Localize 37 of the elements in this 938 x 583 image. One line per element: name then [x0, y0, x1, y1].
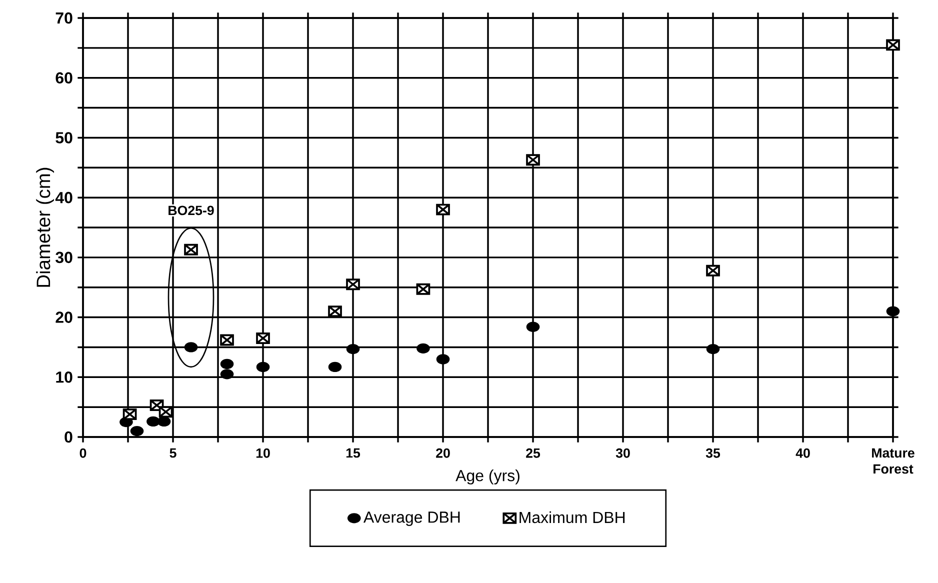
point [157, 416, 171, 427]
point [886, 306, 900, 316]
x-axis-title: Age (yrs) [456, 470, 520, 484]
point [416, 343, 430, 354]
point [146, 416, 160, 427]
x-tick-label: 5 [170, 448, 176, 458]
point [346, 344, 360, 354]
y-tick-label: 50 [56, 132, 72, 144]
x-tick-label: 10 [256, 448, 270, 458]
x-tick-label: 40 [796, 448, 810, 458]
x-tick-label: Mature Forest [872, 448, 914, 474]
y-tick-label: 40 [55, 192, 72, 204]
point [436, 354, 450, 364]
point [130, 426, 144, 436]
point [526, 322, 540, 332]
x-tick-label: 15 [346, 448, 360, 458]
point [706, 344, 720, 354]
x-tick-label: 35 [706, 448, 720, 458]
annotation: BO25-9 [168, 206, 214, 216]
y-tick-label: 0 [64, 431, 72, 443]
point [328, 362, 342, 372]
y-tick-label: 20 [56, 312, 72, 323]
y-tick-label: 30 [56, 252, 72, 264]
x-tick-label: 30 [616, 448, 630, 458]
y-axis-title: Diameter (cm) [36, 168, 54, 287]
legend-label: Maximum DBH [520, 511, 625, 524]
x-tick-label: 20 [436, 448, 450, 458]
point [220, 369, 234, 380]
point [256, 362, 270, 372]
y-tick-label: 60 [56, 72, 72, 84]
y-tick-label: 70 [56, 12, 72, 24]
point [184, 342, 198, 352]
y-tick-label: 10 [56, 371, 72, 383]
legend-label: Average DBH [363, 512, 460, 526]
point [220, 358, 234, 370]
x-tick-label: 0 [80, 448, 86, 458]
x-tick-label: 25 [526, 448, 540, 458]
